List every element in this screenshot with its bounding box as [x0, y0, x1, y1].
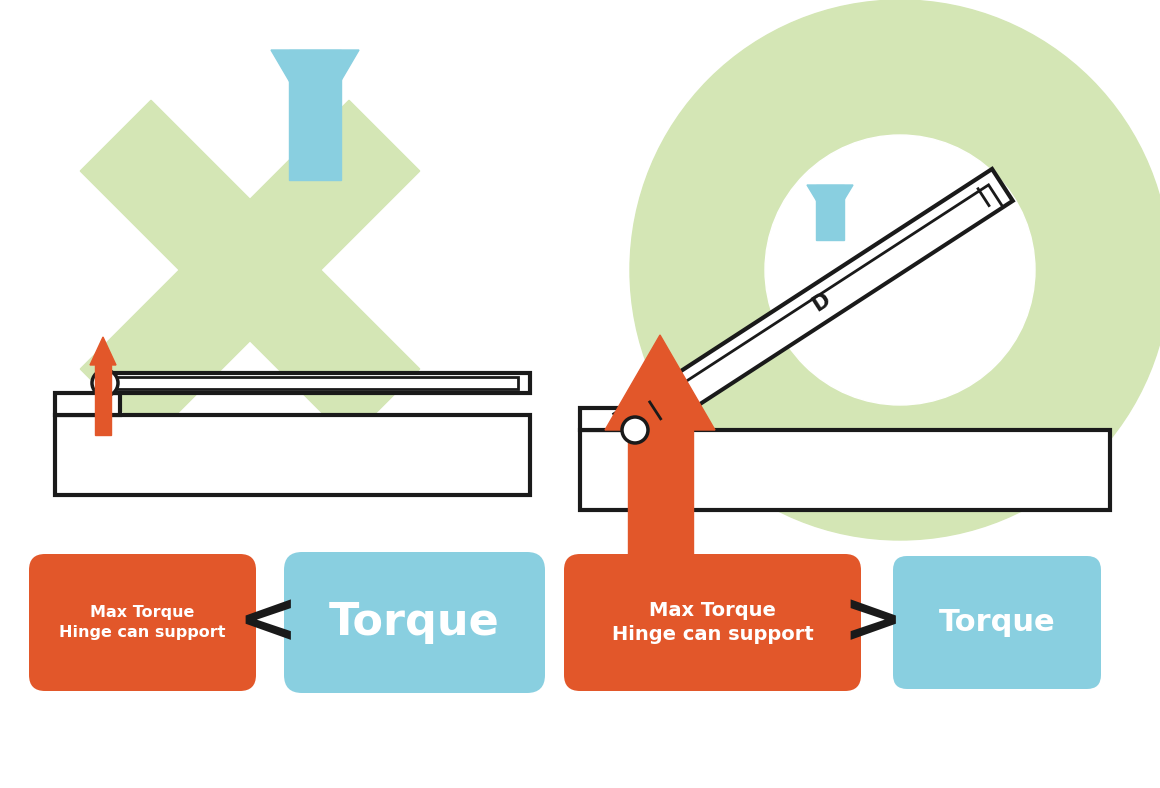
Circle shape: [92, 370, 118, 396]
Text: Torque: Torque: [938, 608, 1056, 637]
Text: Torque: Torque: [329, 601, 500, 644]
Polygon shape: [615, 169, 1013, 446]
Polygon shape: [628, 185, 1002, 441]
Bar: [55, 415, 530, 495]
Bar: [580, 430, 1110, 510]
Circle shape: [622, 417, 648, 443]
Polygon shape: [90, 337, 116, 365]
Bar: [100, 373, 530, 393]
Bar: [113, 377, 519, 389]
Text: D: D: [809, 289, 834, 316]
Polygon shape: [80, 100, 420, 440]
Polygon shape: [80, 100, 420, 440]
Text: Max Torque
Hinge can support: Max Torque Hinge can support: [611, 600, 813, 645]
Polygon shape: [289, 50, 341, 180]
FancyBboxPatch shape: [29, 554, 256, 691]
Text: <: <: [238, 588, 298, 657]
Circle shape: [630, 0, 1160, 540]
Polygon shape: [606, 335, 715, 430]
Circle shape: [764, 135, 1035, 405]
Text: Max Torque
Hinge can support: Max Torque Hinge can support: [59, 605, 226, 640]
Polygon shape: [95, 365, 111, 435]
FancyBboxPatch shape: [564, 554, 861, 691]
Bar: [55, 393, 119, 415]
Polygon shape: [807, 185, 853, 223]
Polygon shape: [815, 185, 844, 240]
Polygon shape: [271, 50, 358, 125]
FancyBboxPatch shape: [284, 552, 545, 693]
Polygon shape: [628, 430, 693, 580]
Text: >: >: [843, 588, 904, 657]
FancyBboxPatch shape: [893, 556, 1101, 689]
Bar: [580, 408, 645, 430]
